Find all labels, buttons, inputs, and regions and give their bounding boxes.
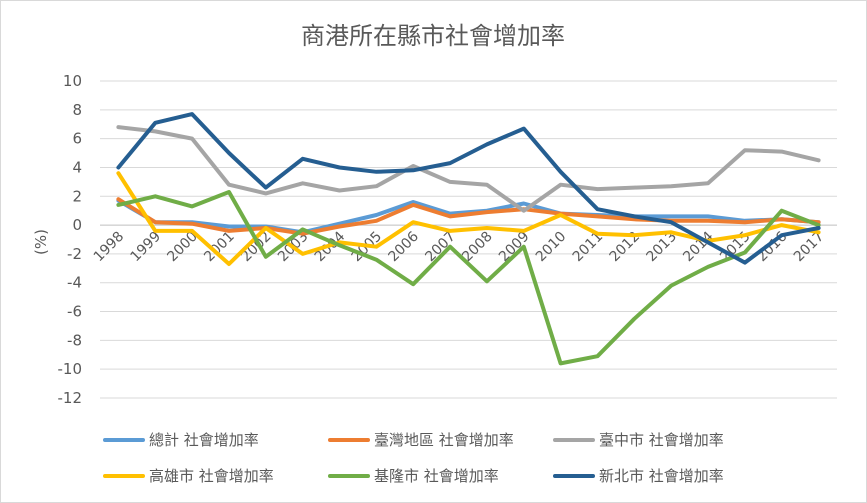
y-tick-label: 4 xyxy=(72,158,82,176)
y-tick-label: -6 xyxy=(67,303,82,321)
y-tick-label: -12 xyxy=(58,389,83,407)
series-line-5 xyxy=(116,112,821,265)
legend-label: 總計 社會增加率 xyxy=(149,431,259,449)
x-tick-label: 1998 xyxy=(91,229,128,266)
x-tick-label: 2007 xyxy=(422,229,459,266)
y-tick-label: -10 xyxy=(58,360,83,378)
y-tick-label: 6 xyxy=(72,130,82,148)
series-line-2 xyxy=(116,125,821,213)
y-tick-label: 10 xyxy=(63,72,82,90)
legend-label: 新北市 社會增加率 xyxy=(599,467,724,485)
series-lines xyxy=(116,112,821,366)
x-tick-label: 2002 xyxy=(238,229,275,266)
x-tick-label: 2010 xyxy=(533,229,570,266)
y-axis-label: (%) xyxy=(32,229,50,255)
y-axis-ticks: 10 8 6 4 2 0 -2 -4 -6 -8 -10 -12 xyxy=(58,72,83,407)
y-tick-label: -8 xyxy=(67,331,82,349)
legend-label: 臺灣地區 社會增加率 xyxy=(374,431,514,449)
y-tick-label: 8 xyxy=(72,101,82,119)
y-tick-label: 2 xyxy=(72,187,82,205)
y-tick-label: -4 xyxy=(67,274,82,292)
legend-label: 高雄市 社會增加率 xyxy=(149,467,274,485)
x-tick-label: 1999 xyxy=(128,229,165,266)
chart-title: 商港所在縣市社會增加率 xyxy=(301,22,565,50)
x-tick-label: 2006 xyxy=(386,229,423,266)
y-tick-label: 0 xyxy=(72,216,82,234)
series-line-4 xyxy=(116,190,821,366)
gridlines xyxy=(100,80,837,399)
series-line-0 xyxy=(116,198,821,235)
y-tick-label: -2 xyxy=(67,245,82,263)
legend-label: 基隆市 社會增加率 xyxy=(374,467,499,485)
series-line-1 xyxy=(116,197,821,236)
legend-label: 臺中市 社會增加率 xyxy=(599,431,724,449)
